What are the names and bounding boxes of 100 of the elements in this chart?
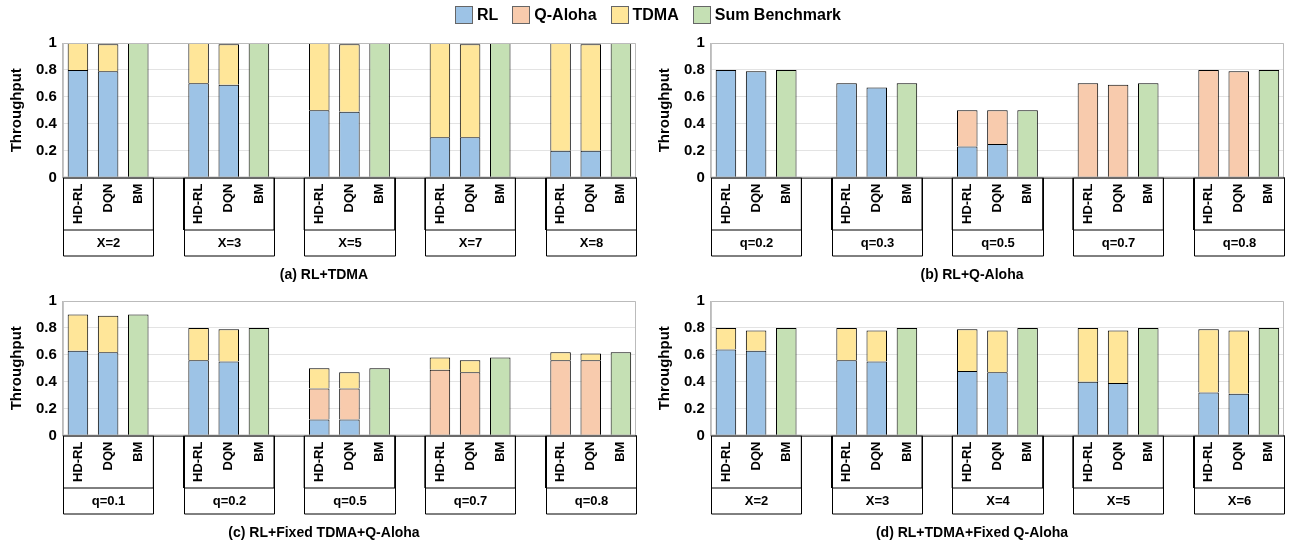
y-tick-label: 0 xyxy=(48,167,57,185)
x-tick-label: DQN xyxy=(868,441,884,471)
y-tick-label: 0.6 xyxy=(683,344,705,362)
x-tick-label: BM xyxy=(1019,183,1035,204)
x-tick-label: BM xyxy=(777,441,793,462)
text: q=0.5 xyxy=(333,492,367,508)
x-tick-label: HD-RL xyxy=(310,183,326,224)
x-tick-label: HD-RL xyxy=(552,441,568,482)
x-tick-label: HD-RL xyxy=(69,441,85,482)
y-tick-label: 0.8 xyxy=(683,318,705,336)
text: X=6 xyxy=(1227,492,1252,508)
text: q=0.5 xyxy=(981,234,1015,250)
x-tick-label: HD-RL xyxy=(69,183,85,224)
y-tick-label: 0.2 xyxy=(35,140,57,158)
text: q=0.1 xyxy=(91,492,126,508)
y-tick-label: 1 xyxy=(48,291,57,309)
text: q=0.2 xyxy=(212,492,247,508)
text: q=0.2 xyxy=(739,234,774,250)
x-tick-label: DQN xyxy=(582,183,598,213)
x-tick-label: BM xyxy=(612,441,628,462)
y-tick-label: 1 xyxy=(696,33,705,51)
y-tick-label: 0.2 xyxy=(683,140,705,158)
x-tick-label: BM xyxy=(250,183,266,204)
legend-label: RL xyxy=(476,6,499,24)
x-tick-label: DQN xyxy=(1109,183,1125,213)
x-tick-label: BM xyxy=(129,183,145,204)
y-tick-label: 0.6 xyxy=(683,86,705,104)
text: X=2 xyxy=(96,234,121,250)
text: X=7 xyxy=(458,234,483,250)
y-tick-label: 0 xyxy=(48,425,57,443)
x-tick-label: HD-RL xyxy=(431,183,447,224)
y-tick-label: 0.4 xyxy=(35,113,58,131)
x-tick-label: HD-RL xyxy=(552,183,568,224)
text: q=0.8 xyxy=(574,492,609,508)
text: X=5 xyxy=(338,234,362,250)
legend-label: TDMA xyxy=(632,6,679,24)
x-tick-label: DQN xyxy=(747,441,763,471)
text: q=0.3 xyxy=(860,234,895,250)
y-tick-label: 0.8 xyxy=(683,60,705,78)
x-tick-label: DQN xyxy=(99,441,115,471)
x-tick-label: BM xyxy=(898,183,914,204)
text: q=0.7 xyxy=(1101,234,1136,250)
x-tick-label: DQN xyxy=(220,183,236,213)
x-tick-label: HD-RL xyxy=(1079,183,1095,224)
legend-label: Sum Benchmark xyxy=(714,6,842,24)
text: (b) RL+Q-Aloha xyxy=(919,266,1025,282)
y-tick-label: 0.6 xyxy=(35,344,57,362)
x-tick-label: DQN xyxy=(341,183,356,213)
y-tick-label: 0 xyxy=(696,425,705,443)
x-tick-label: BM xyxy=(612,183,628,204)
legend-label: Q-Aloha xyxy=(534,6,597,24)
x-tick-label: HD-RL xyxy=(958,441,974,482)
x-tick-label: BM xyxy=(129,441,145,462)
x-tick-label: HD-RL xyxy=(717,441,733,482)
y-tick-label: 0 xyxy=(696,167,705,185)
x-tick-label: HD-RL xyxy=(190,441,206,482)
x-tick-label: HD-RL xyxy=(310,441,326,482)
x-tick-label: HD-RL xyxy=(838,441,854,482)
y-axis-title: Throughput xyxy=(7,326,25,411)
x-tick-label: HD-RL xyxy=(958,183,974,224)
x-tick-label: HD-RL xyxy=(717,183,733,224)
x-tick-label: BM xyxy=(1139,441,1155,462)
x-tick-label: DQN xyxy=(220,441,236,471)
y-tick-label: 0.8 xyxy=(35,60,57,78)
x-tick-label: BM xyxy=(777,183,793,204)
x-tick-label: BM xyxy=(371,441,387,462)
x-tick-label: DQN xyxy=(868,183,884,213)
x-tick-label: DQN xyxy=(582,441,598,471)
y-tick-label: 1 xyxy=(48,33,57,51)
x-tick-label: DQN xyxy=(461,183,477,213)
x-tick-label: BM xyxy=(1260,441,1276,462)
x-tick-label: BM xyxy=(1260,183,1276,204)
x-tick-label: BM xyxy=(898,441,914,462)
y-tick-label: 0.4 xyxy=(683,371,706,389)
x-tick-label: DQN xyxy=(1109,441,1125,471)
text: X=8 xyxy=(579,234,604,250)
text: (a) RL+TDMA xyxy=(278,266,370,282)
y-axis-title: Throughput xyxy=(7,68,25,153)
x-tick-label: DQN xyxy=(747,183,763,213)
x-tick-label: BM xyxy=(250,441,266,462)
y-tick-label: 0.8 xyxy=(35,318,57,336)
text: X=2 xyxy=(744,492,769,508)
x-tick-label: HD-RL xyxy=(838,183,854,224)
x-tick-label: HD-RL xyxy=(1200,441,1216,482)
y-axis-title: Throughput xyxy=(655,68,673,153)
x-tick-label: DQN xyxy=(989,183,1004,213)
x-tick-label: DQN xyxy=(461,441,477,471)
y-tick-label: 0.2 xyxy=(35,398,57,416)
x-tick-label: HD-RL xyxy=(431,441,447,482)
y-tick-label: 1 xyxy=(696,291,705,309)
x-tick-label: HD-RL xyxy=(1200,183,1216,224)
x-tick-label: BM xyxy=(1019,441,1035,462)
text: (c) RL+Fixed TDMA+Q-Aloha xyxy=(227,524,421,540)
text: (d) RL+TDMA+Fixed Q-Aloha xyxy=(874,524,1070,540)
text: q=0.7 xyxy=(453,492,488,508)
y-tick-label: 0.6 xyxy=(35,86,57,104)
x-tick-label: DQN xyxy=(989,441,1004,471)
text: X=5 xyxy=(1106,492,1131,508)
x-tick-label: HD-RL xyxy=(190,183,206,224)
y-tick-label: 0.2 xyxy=(683,398,705,416)
